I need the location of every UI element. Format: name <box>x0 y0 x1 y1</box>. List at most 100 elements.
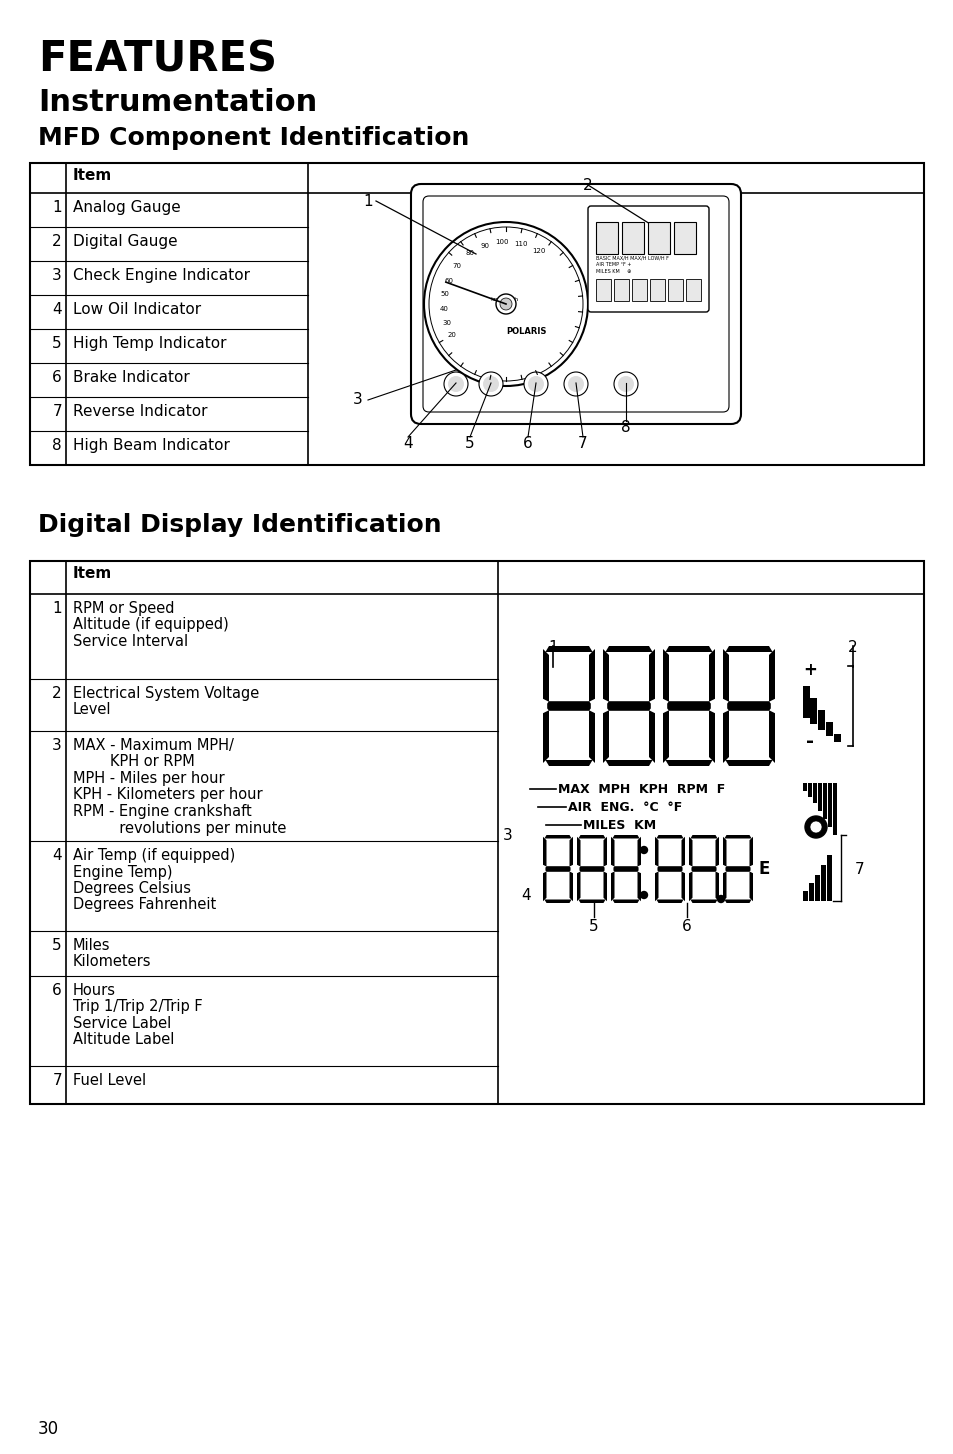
Text: km/h: km/h <box>490 297 505 301</box>
Text: BASIC MAX/H MAX/H LOW/H F: BASIC MAX/H MAX/H LOW/H F <box>596 254 668 260</box>
Text: Altitude (if equipped): Altitude (if equipped) <box>73 618 229 632</box>
Polygon shape <box>603 871 606 901</box>
Text: 8: 8 <box>52 438 62 454</box>
Text: 2: 2 <box>847 640 857 654</box>
Text: 20: 20 <box>447 332 456 337</box>
Text: 2: 2 <box>52 686 62 701</box>
Text: Digital Gauge: Digital Gauge <box>73 234 177 249</box>
Text: Low Oil Indicator: Low Oil Indicator <box>73 302 201 317</box>
Circle shape <box>448 377 463 393</box>
Text: 5: 5 <box>52 336 62 350</box>
Text: Service Interval: Service Interval <box>73 634 188 648</box>
Circle shape <box>563 372 587 395</box>
Bar <box>647 222 669 254</box>
Polygon shape <box>722 648 728 702</box>
Polygon shape <box>545 646 592 651</box>
Text: 1: 1 <box>363 193 373 208</box>
Polygon shape <box>542 836 546 867</box>
Polygon shape <box>722 836 726 867</box>
Circle shape <box>478 372 502 395</box>
Polygon shape <box>708 648 714 702</box>
Text: 3: 3 <box>502 829 513 843</box>
Polygon shape <box>605 646 652 651</box>
Text: POLARIS: POLARIS <box>505 327 546 336</box>
Text: 100: 100 <box>495 238 508 246</box>
Text: KPH - Kilometers per hour: KPH - Kilometers per hour <box>73 788 262 803</box>
Bar <box>814 875 820 901</box>
Bar <box>808 883 813 901</box>
Bar <box>821 865 825 901</box>
Polygon shape <box>648 710 655 763</box>
Text: MFD Component Identification: MFD Component Identification <box>38 126 469 150</box>
Text: -: - <box>805 731 813 752</box>
Polygon shape <box>545 760 592 766</box>
Text: Item: Item <box>73 566 112 582</box>
Polygon shape <box>612 900 639 903</box>
Text: Reverse Indicator: Reverse Indicator <box>73 404 208 419</box>
Text: 3: 3 <box>52 739 62 753</box>
Polygon shape <box>569 871 573 901</box>
Polygon shape <box>588 710 595 763</box>
Text: 90: 90 <box>479 243 489 249</box>
Text: 5: 5 <box>589 919 598 933</box>
Polygon shape <box>637 836 640 867</box>
Text: Degrees Celsius: Degrees Celsius <box>73 881 191 896</box>
Bar <box>832 784 836 835</box>
Polygon shape <box>603 836 606 867</box>
Polygon shape <box>602 648 608 702</box>
Bar <box>817 710 824 730</box>
Text: Digital Display Identification: Digital Display Identification <box>38 513 441 537</box>
Text: 7: 7 <box>578 436 587 451</box>
Text: 4: 4 <box>520 888 530 903</box>
Text: 7: 7 <box>52 1073 62 1088</box>
Polygon shape <box>612 835 639 839</box>
Polygon shape <box>610 871 614 901</box>
Polygon shape <box>588 648 595 702</box>
Text: mph: mph <box>503 297 517 301</box>
Polygon shape <box>715 871 719 901</box>
Text: 3: 3 <box>353 393 362 407</box>
Text: 5: 5 <box>52 938 62 952</box>
Polygon shape <box>544 900 571 903</box>
Polygon shape <box>578 900 605 903</box>
Polygon shape <box>545 867 570 872</box>
Circle shape <box>804 816 826 838</box>
Polygon shape <box>722 871 726 901</box>
Polygon shape <box>662 710 668 763</box>
Bar <box>685 279 700 301</box>
Polygon shape <box>664 646 712 651</box>
Polygon shape <box>578 867 604 872</box>
Polygon shape <box>577 836 579 867</box>
Text: Electrical System Voltage: Electrical System Voltage <box>73 686 259 701</box>
Text: High Temp Indicator: High Temp Indicator <box>73 336 226 350</box>
Bar <box>621 222 643 254</box>
Polygon shape <box>724 646 772 651</box>
Polygon shape <box>715 836 719 867</box>
Text: Air Temp (if equipped): Air Temp (if equipped) <box>73 848 235 864</box>
Polygon shape <box>688 836 692 867</box>
Circle shape <box>567 377 583 393</box>
Polygon shape <box>657 867 681 872</box>
Text: MAX  MPH  KPH  RPM  F: MAX MPH KPH RPM F <box>558 784 724 795</box>
Text: Check Engine Indicator: Check Engine Indicator <box>73 268 250 284</box>
Bar <box>649 279 664 301</box>
Text: 40: 40 <box>439 307 448 313</box>
Text: 6: 6 <box>681 919 691 933</box>
Text: 3: 3 <box>52 268 62 284</box>
Text: 60: 60 <box>443 278 453 284</box>
Polygon shape <box>723 900 751 903</box>
Polygon shape <box>723 835 751 839</box>
Text: 4: 4 <box>52 302 62 317</box>
Polygon shape <box>749 836 752 867</box>
Text: Altitude Label: Altitude Label <box>73 1032 174 1047</box>
Polygon shape <box>605 760 652 766</box>
Text: Fuel Level: Fuel Level <box>73 1073 146 1088</box>
Text: Service Label: Service Label <box>73 1016 172 1031</box>
Text: 2: 2 <box>52 234 62 249</box>
Text: E: E <box>759 859 770 878</box>
Polygon shape <box>542 710 548 763</box>
Circle shape <box>639 891 647 899</box>
Polygon shape <box>578 835 605 839</box>
Text: Level: Level <box>73 702 112 717</box>
Text: 80: 80 <box>465 250 475 256</box>
